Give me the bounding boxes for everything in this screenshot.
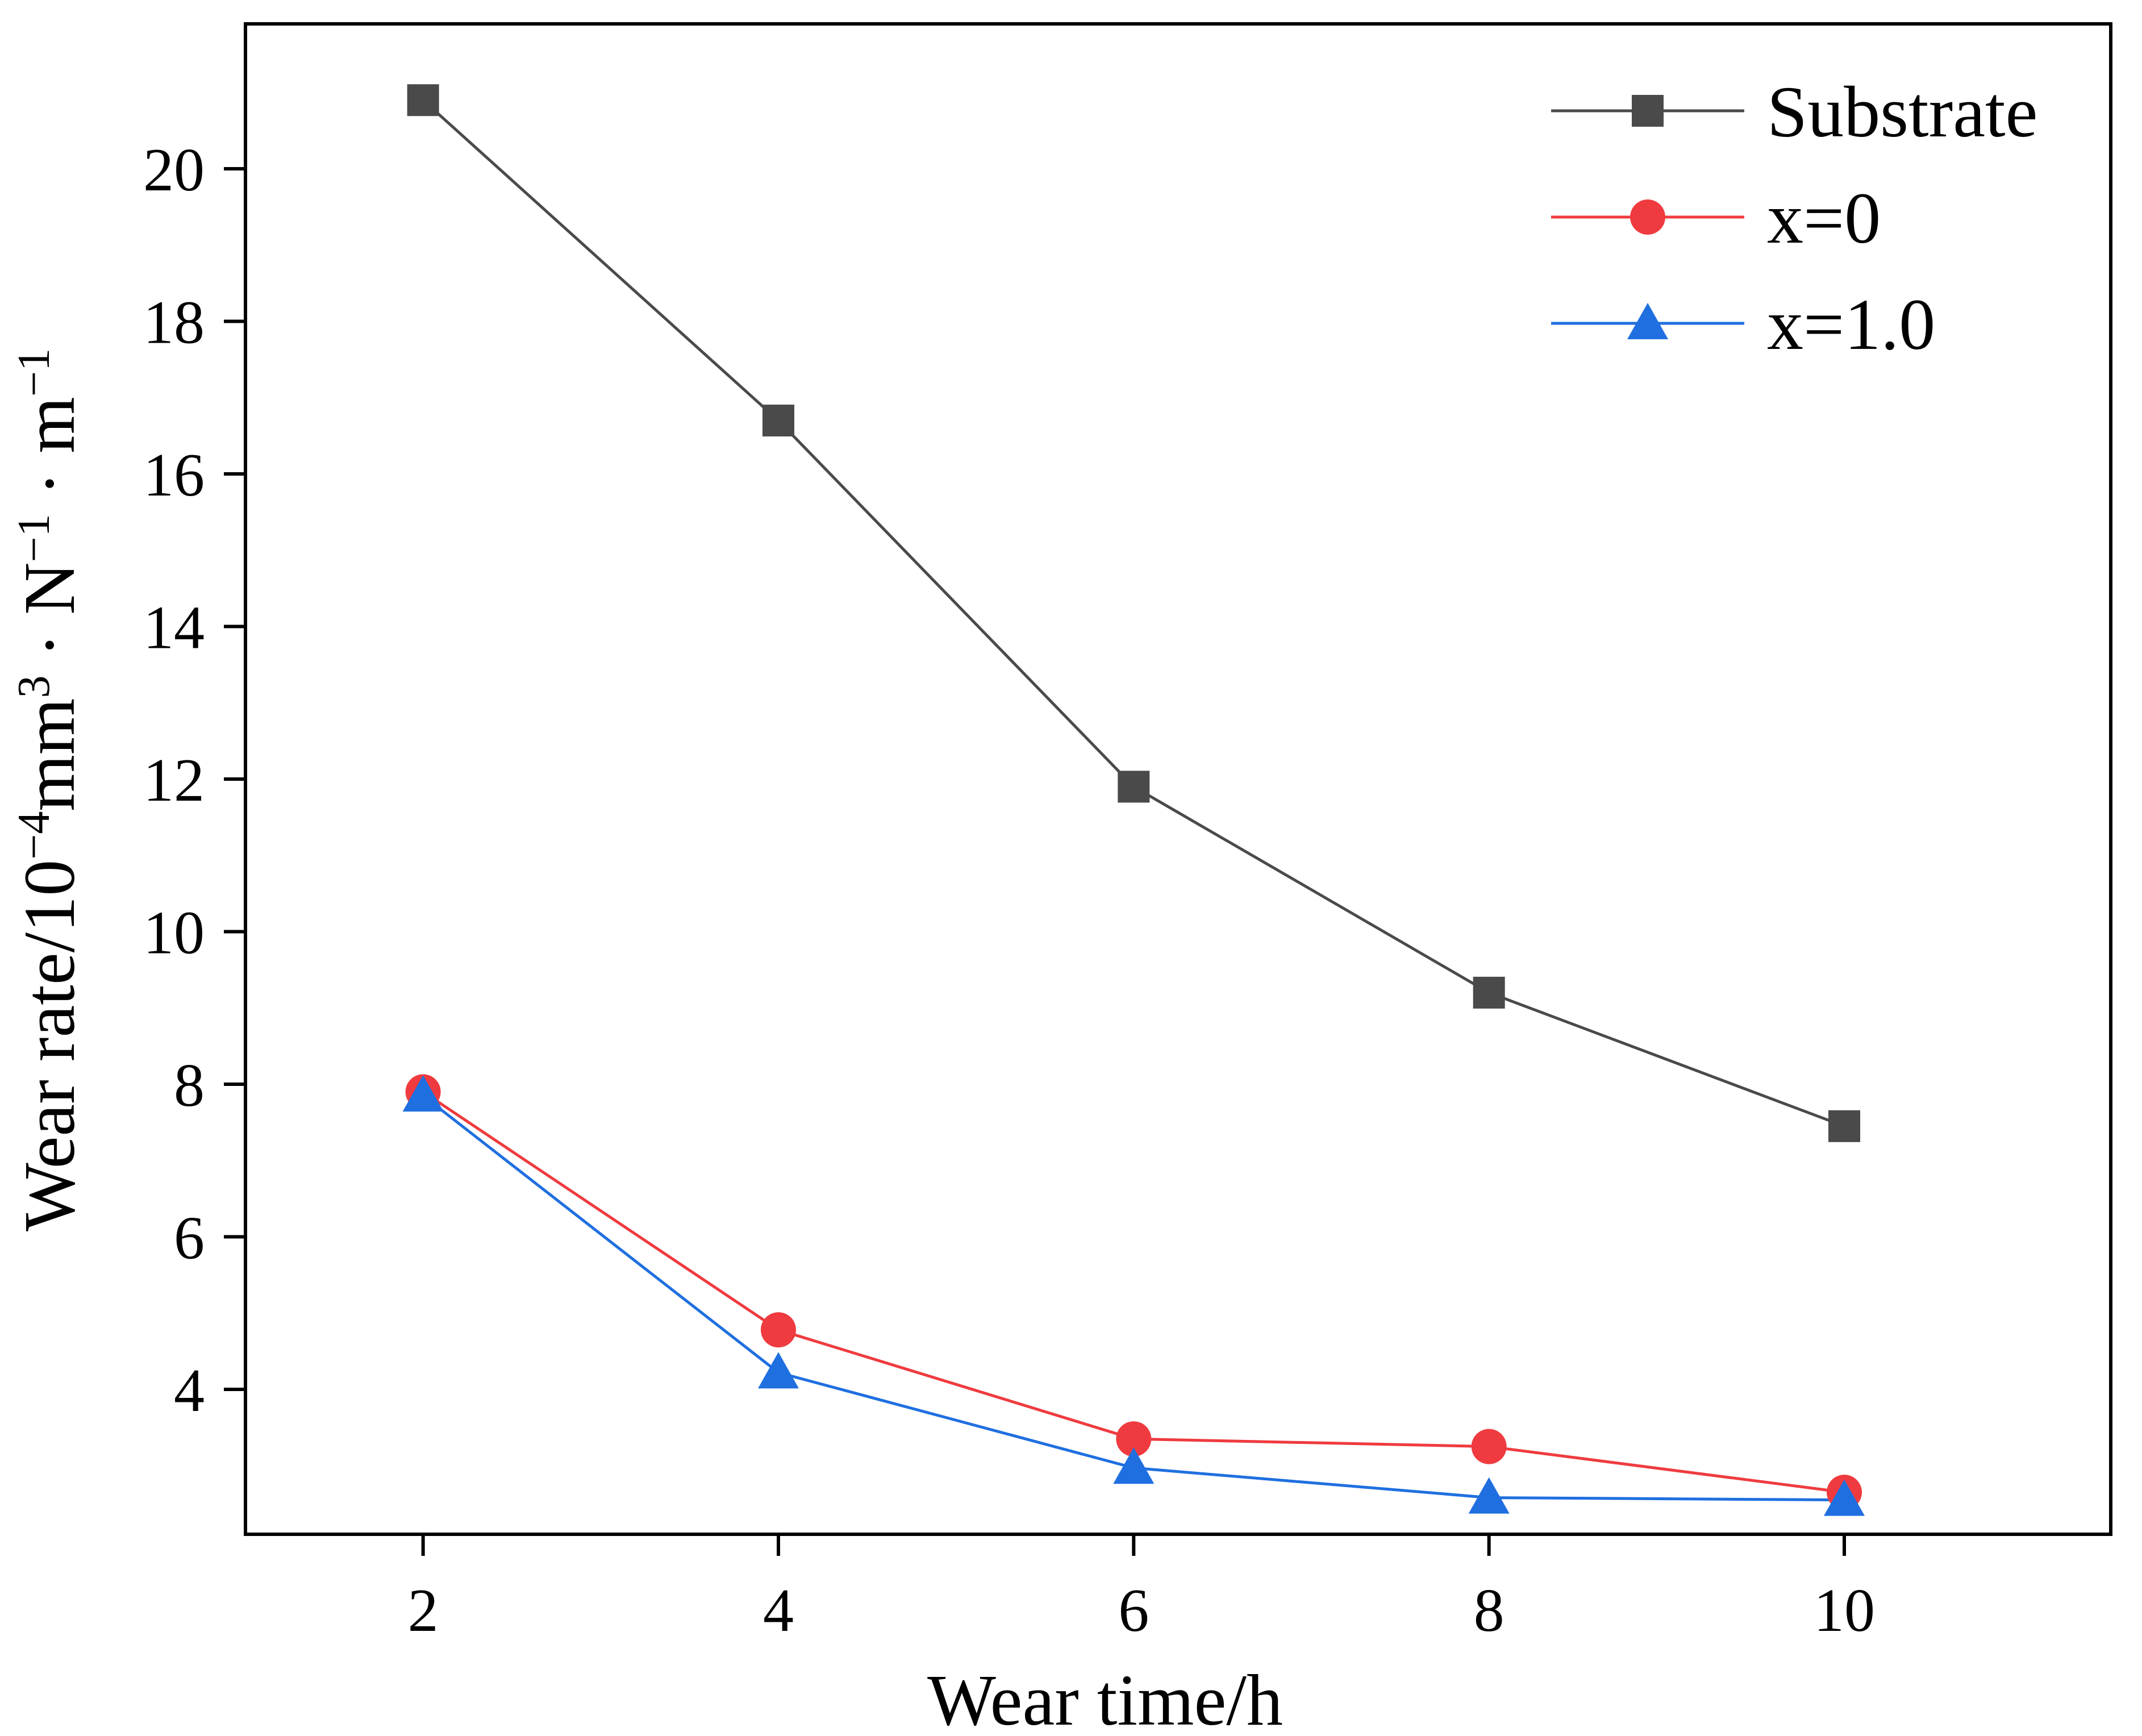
data-point-x-0: [1116, 1421, 1152, 1457]
legend-label-x-1-0: x=1.0: [1767, 284, 1935, 365]
y-tick-label: 10: [143, 899, 205, 967]
data-point-substrate: [1828, 1110, 1860, 1142]
data-point-x-1-0: [1113, 1447, 1155, 1484]
legend-label-substrate: Substrate: [1767, 72, 2037, 152]
legend-marker-x-0: [1630, 199, 1665, 235]
x-tick-label: 6: [1118, 1577, 1149, 1645]
data-point-x-0: [761, 1312, 796, 1348]
data-point-x-0: [1471, 1429, 1507, 1464]
data-point-x-1-0: [758, 1352, 799, 1389]
x-tick-label: 4: [763, 1577, 794, 1645]
data-point-substrate: [1473, 976, 1505, 1009]
y-tick-label: 4: [174, 1357, 205, 1425]
legend: Substrate x=0 x=1.0: [1551, 72, 2037, 365]
y-tick-label: 16: [143, 442, 205, 509]
legend-label-x-0: x=0: [1767, 178, 1881, 259]
x-axis-title: Wear time/h: [927, 1660, 1283, 1736]
y-tick-label: 14: [143, 594, 205, 662]
y-tick-label: 12: [143, 747, 205, 814]
x-tick-label: 8: [1474, 1577, 1505, 1645]
y-axis-title: Wear rate/10−4mm3 · N−1 · m−1: [9, 348, 90, 1231]
data-point-substrate: [407, 84, 439, 116]
axes: 2 4 6 8 10 4 6 8 10 12 14 16 18 20: [143, 22, 2112, 1645]
data-point-x-1-0: [402, 1075, 444, 1112]
legend-marker-substrate: [1632, 95, 1664, 127]
data-point-x-1-0: [1468, 1477, 1510, 1514]
x-tick-label: 10: [1814, 1577, 1875, 1645]
y-tick-label: 20: [143, 136, 205, 204]
data-point-substrate: [762, 405, 794, 437]
y-tick-label: 8: [174, 1052, 205, 1119]
data-point-substrate: [1118, 771, 1150, 803]
legend-marker-x-1-0: [1627, 303, 1668, 339]
data-point-x-1-0: [1824, 1479, 1865, 1516]
plot-area: [402, 84, 1865, 1516]
y-tick-label: 18: [143, 289, 205, 357]
x-tick-label: 2: [408, 1577, 439, 1645]
y-tick-label: 6: [174, 1204, 205, 1272]
